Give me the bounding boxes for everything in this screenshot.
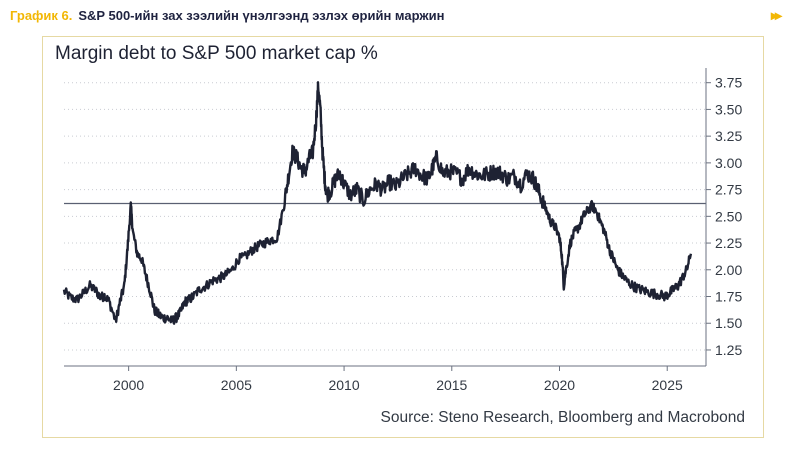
y-tick-label: 3.75	[715, 75, 742, 91]
x-tick-label: 2010	[328, 377, 359, 393]
y-tick-label: 1.25	[715, 342, 742, 358]
y-tick-label: 1.50	[715, 315, 742, 331]
x-tick-label: 2020	[544, 377, 575, 393]
y-tick-label: 3.25	[715, 128, 742, 144]
chart-source: Source: Steno Research, Bloomberg and Ma…	[380, 409, 745, 426]
series-group	[62, 81, 693, 325]
y-tick-label: 1.75	[715, 289, 742, 305]
y-tick-label: 3.50	[715, 101, 742, 117]
x-tick-label: 2000	[113, 377, 144, 393]
x-tick-label: 2005	[221, 377, 252, 393]
y-tick-label: 2.50	[715, 208, 742, 224]
figure-header: График 6. S&P 500-ийн зах зээлийн үнэлгэ…	[10, 4, 444, 26]
axes	[64, 68, 707, 371]
series-line	[62, 81, 693, 325]
chart-panel: Margin debt to S&P 500 market cap % Sour…	[42, 36, 764, 438]
double-chevron-right-icon[interactable]: ▸▸	[770, 6, 782, 23]
grid-lines	[64, 82, 711, 351]
y-tick-label: 2.75	[715, 182, 742, 198]
figure-label: График 6.	[10, 7, 73, 23]
x-tick-label: 2025	[652, 377, 683, 393]
y-tick-label: 2.25	[715, 235, 742, 251]
figure-title: S&P 500-ийн зах зээлийн үнэлгээнд эзлэх …	[78, 7, 445, 23]
x-tick-label: 2015	[436, 377, 467, 393]
y-tick-label: 3.00	[715, 155, 742, 171]
chart-title: Margin debt to S&P 500 market cap %	[55, 43, 378, 64]
y-tick-labels: 1.25 1.50 1.75 2.00 2.25 2.50 2.75 3.00 3.25 3.50…	[715, 75, 742, 358]
y-tick-label: 2.00	[715, 262, 742, 278]
x-tick-labels: 2000 2005 2010 2015 2020 2025	[113, 377, 683, 393]
